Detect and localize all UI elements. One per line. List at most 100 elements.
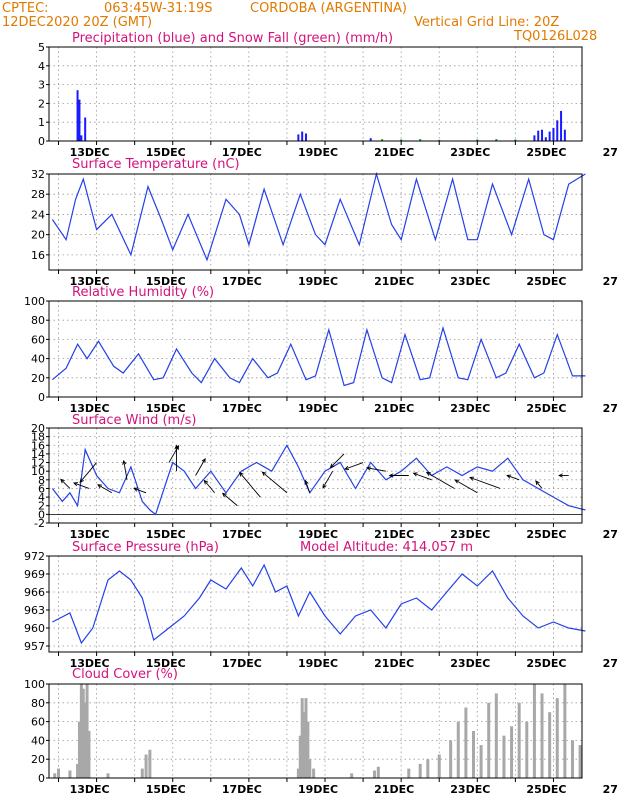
cloud-ytick-label: 0 [38, 772, 45, 785]
cloud-bar [144, 754, 148, 778]
pressure-ytick-label: 963 [24, 604, 45, 617]
wind-ytick-label: 4 [38, 491, 45, 504]
temperature-series-line [51, 171, 586, 262]
cloud-ytick-label: 40 [31, 734, 45, 747]
humidity-ytick-label: 100 [24, 295, 45, 308]
humidity-panel: 0 20 40 60 80 100 13DEC 15DEC 17DEC 19DEC 21DEC 23D… [24, 295, 618, 415]
temperature-ytick-label: 28 [31, 188, 45, 201]
wind-vector-head [239, 471, 244, 477]
wind-vector [304, 480, 311, 493]
wind-vector-head [469, 476, 475, 481]
wind-vector [97, 484, 113, 494]
temperature-ytick-label: 20 [31, 229, 45, 242]
wind-vector-head [558, 473, 563, 478]
cloud-bar [300, 698, 304, 778]
cloud-ytick-label: 80 [31, 697, 45, 710]
cloud-xtick-label: 15DEC [146, 783, 186, 796]
cloud-bar [306, 721, 310, 778]
precip-bar [541, 129, 544, 141]
wind-ytick-label: 8 [38, 474, 45, 487]
pressure-xtick-label: 13DEC [70, 657, 110, 670]
cloud-bar [373, 770, 377, 778]
cloud-bar [548, 712, 552, 778]
cloud-bar [296, 768, 300, 778]
humidity-xtick-label: 25DEC [526, 402, 566, 415]
wind-vector [168, 445, 179, 463]
temperature-panel: 16 20 24 28 32 13DEC 15DEC 17DEC 19DEC 21DEC 23DEC… [31, 168, 618, 288]
temperature-xtick-label: 21DEC [374, 275, 414, 288]
humidity-series-line [52, 325, 586, 387]
humidity-title: Relative Humidity (%) [72, 285, 214, 300]
precip-xtick-label: 23DEC [450, 146, 490, 159]
precip-panel: 0 1 2 3 4 5 13DEC 15DEC 17DEC 19DEC 21DEC 23DEC 25DE… [38, 41, 618, 159]
humidity-ytick-label: 40 [31, 353, 45, 366]
precip-bar [304, 133, 307, 141]
cloud-bar [148, 749, 152, 778]
precip-bar [552, 127, 555, 141]
pressure-xtick-label: 17DEC [222, 657, 262, 670]
pressure-ytick-label: 957 [24, 640, 45, 653]
cloud-bar [79, 684, 83, 778]
temperature-ytick-label: 24 [31, 208, 45, 221]
wind-ytick-label: 10 [31, 465, 45, 478]
wind-vector [330, 453, 345, 468]
cloud-xtick-label: 19DEC [298, 783, 338, 796]
temperature-ytick-label: 16 [31, 249, 45, 262]
header-source: CPTEC: [2, 1, 49, 16]
pressure-xtick-label: 23DEC [450, 657, 490, 670]
precip-bar [533, 135, 536, 141]
cloud-bar [426, 759, 430, 778]
cloud-bar [471, 731, 475, 778]
precip-bar [548, 131, 551, 141]
wind-vector [413, 472, 432, 481]
cloud-xtick-label: 25DEC [526, 783, 566, 796]
precip-xtick-label: 27DEC [603, 146, 618, 159]
humidity-ytick-label: 60 [31, 333, 45, 346]
precip-title: Precipitation (blue) and Snow Fall (gree… [72, 31, 393, 46]
wind-xtick-label: 17DEC [222, 528, 262, 541]
precip-bar [514, 139, 517, 141]
cloud-bar [563, 684, 567, 778]
precip-bar [495, 139, 498, 141]
wind-vector-head [174, 444, 179, 450]
humidity-xtick-label: 21DEC [374, 402, 414, 415]
precip-frame [48, 46, 583, 142]
pressure-ytick-label: 972 [24, 550, 45, 563]
cloud-xtick-label: 17DEC [222, 783, 262, 796]
wind-vector [195, 458, 206, 476]
cloud-bar [87, 731, 91, 778]
precip-bar [476, 139, 479, 141]
pressure-title: Surface Pressure (hPa) [72, 540, 219, 555]
temperature-frame [48, 173, 583, 271]
precip-bar [400, 139, 403, 141]
cloud-bar [350, 773, 354, 778]
wind-ytick-label: -2 [34, 517, 45, 530]
wind-title: Surface Wind (m/s) [72, 413, 196, 428]
humidity-xtick-label: 13DEC [70, 402, 110, 415]
wind-vector [133, 487, 147, 494]
pressure-xtick-label: 27DEC [603, 657, 618, 670]
cloud-ytick-label: 20 [31, 753, 45, 766]
wind-vector-head [344, 465, 350, 470]
cloud-bar [517, 702, 521, 778]
wind-vector [203, 480, 215, 494]
wind-vector-head [535, 480, 540, 486]
temperature-title: Surface Temperature (nC) [72, 157, 240, 172]
precip-ytick-label: 4 [38, 60, 45, 73]
cloud-bar [464, 707, 468, 778]
temperature-ytick-label: 32 [31, 168, 45, 181]
pressure-series-line [52, 563, 586, 645]
pressure-xtick-label: 15DEC [146, 657, 186, 670]
cloud-bar [502, 735, 506, 778]
precip-xtick-label: 15DEC [146, 146, 186, 159]
precip-ytick-label: 3 [38, 79, 45, 92]
precip-xtick-label: 13DEC [70, 146, 110, 159]
wind-vector [123, 460, 128, 480]
cloud-bar [376, 766, 380, 778]
precip-bar [560, 110, 563, 141]
wind-vector [535, 480, 543, 489]
precip-bar [537, 130, 540, 141]
cloud-ytick-label: 100 [24, 678, 45, 691]
cloud-bar [106, 773, 110, 778]
